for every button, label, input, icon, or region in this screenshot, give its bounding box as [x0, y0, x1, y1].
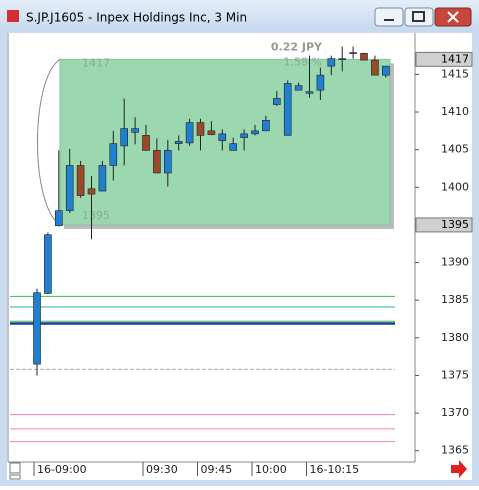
y-tick-label: 1415: [441, 67, 469, 80]
y-tick-label: 1390: [441, 256, 469, 269]
candle-body: [283, 83, 292, 136]
candle-body: [54, 210, 63, 226]
candle-body: [87, 188, 96, 195]
x-tick-label: 10:00: [255, 463, 287, 476]
candle-body: [338, 58, 347, 60]
candle-body: [109, 143, 118, 166]
candle-body: [65, 165, 74, 211]
icon: [447, 11, 459, 23]
range-box: [59, 58, 391, 226]
candle-body: [305, 91, 314, 94]
candle-body: [76, 165, 85, 196]
candle-body: [164, 150, 172, 174]
candle-body: [185, 122, 194, 144]
scroll-box[interactable]: [9, 462, 21, 474]
x-tick-label: 16-10:15: [310, 463, 360, 476]
candle-body: [218, 133, 227, 141]
candle-body: [360, 53, 368, 61]
y-tick-label: 1370: [441, 406, 469, 419]
y-tick-label: 1405: [441, 143, 469, 156]
price-marker-label: 1395: [441, 218, 469, 231]
candle-body: [240, 133, 248, 138]
candle-body: [294, 85, 303, 91]
candle-body: [207, 130, 216, 135]
maximize-button[interactable]: [404, 7, 434, 27]
scroll-box[interactable]: [9, 474, 21, 480]
candle-body: [381, 65, 390, 76]
box-label: 1.58 %: [284, 55, 322, 68]
x-tick-label: 16-09:00: [37, 463, 87, 476]
candle-body: [229, 143, 237, 151]
candle-body: [316, 74, 325, 91]
candle-body: [44, 234, 52, 294]
candle-body: [349, 52, 357, 54]
candle-body: [142, 135, 150, 151]
candle-body: [174, 141, 183, 144]
candle-body: [196, 122, 205, 136]
y-tick-label: 1375: [441, 368, 469, 381]
candle-body: [262, 120, 270, 132]
candle-body: [272, 98, 281, 105]
box-label: 1417: [82, 56, 110, 69]
price-marker-label: 1417: [441, 52, 469, 65]
price-marker: [415, 51, 473, 67]
x-tick-label: 09:30: [146, 463, 178, 476]
scroll-arrow[interactable]: [451, 460, 467, 478]
y-tick-label: 1400: [441, 180, 469, 193]
candle-body: [153, 150, 161, 174]
y-tick-label: 1365: [441, 444, 469, 457]
box-label: 1395: [82, 209, 110, 222]
candle-body: [131, 128, 139, 133]
candle-body: [120, 128, 128, 147]
candle-body: [33, 292, 41, 365]
candle-body: [371, 59, 379, 76]
y-tick-label: 1385: [441, 293, 469, 306]
box-arc: [37, 58, 61, 226]
price-marker: [415, 217, 473, 233]
window-title: S.JP.J1605 - Inpex Holdings Inc, 3 Min: [26, 11, 247, 25]
minimize-button[interactable]: [374, 7, 404, 27]
candle-body: [251, 130, 259, 135]
icon: [412, 11, 425, 22]
x-tick-label: 09:45: [201, 463, 233, 476]
y-tick-label: 1410: [441, 105, 469, 118]
app-icon: [7, 10, 19, 22]
candle-body: [327, 58, 336, 67]
y-tick-label: 1380: [441, 331, 469, 344]
box-label: 0.22 JPY: [271, 40, 323, 53]
candle-body: [98, 165, 107, 192]
